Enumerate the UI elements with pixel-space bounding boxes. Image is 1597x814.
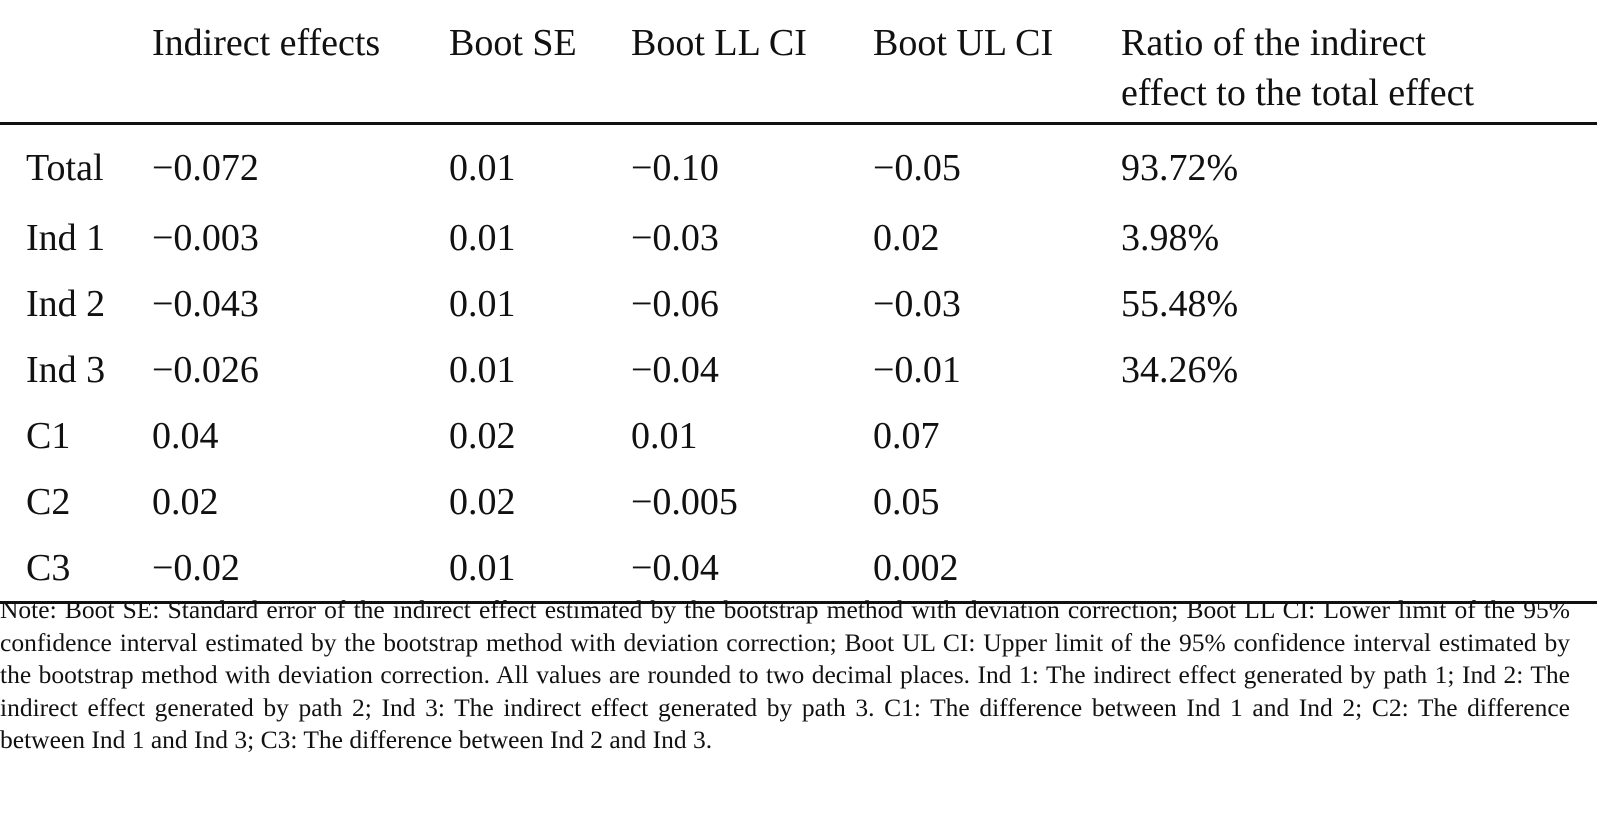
- cell-boot-se: 0.02: [449, 481, 516, 523]
- header-ratio-line-1: Ratio of the indirect: [1121, 22, 1426, 64]
- spacer-cell: [0, 0, 26, 124]
- cell-boot-ll-ci: 0.01: [631, 415, 698, 457]
- spacer-cell: [0, 271, 26, 337]
- header-boot-ul-ci: Boot UL CI: [873, 22, 1054, 64]
- spacer-cell: [0, 535, 26, 603]
- header-boot-ll-ci: Boot LL CI: [631, 22, 807, 64]
- cell-boot-ul-ci: 0.05: [873, 481, 940, 523]
- cell-indirect-effect: 0.04: [152, 415, 219, 457]
- cell-boot-ul-ci: −0.05: [873, 147, 961, 189]
- cell-ratio: 93.72%: [1121, 147, 1239, 189]
- cell-boot-ul-ci: 0.002: [873, 547, 959, 589]
- cell-boot-ul-ci: −0.01: [873, 349, 961, 391]
- table-row: Total −0.072 0.01 −0.10 −0.05 93.72%: [0, 124, 1597, 206]
- spacer-cell: [0, 469, 26, 535]
- header-row: Indirect effects Boot SE Boot LL CI Boot…: [0, 0, 1597, 124]
- cell-indirect-effect: 0.02: [152, 481, 219, 523]
- cell-boot-se: 0.01: [449, 147, 516, 189]
- cell-boot-ul-ci: −0.03: [873, 283, 961, 325]
- table-row: Ind 1 −0.003 0.01 −0.03 0.02 3.98%: [0, 205, 1597, 271]
- table-row: C1 0.04 0.02 0.01 0.07: [0, 403, 1597, 469]
- cell-boot-ul-ci: 0.02: [873, 217, 940, 259]
- header-row-label: [26, 0, 152, 124]
- cell-boot-ll-ci: −0.10: [631, 147, 719, 189]
- cell-row-label: Ind 1: [26, 217, 106, 259]
- cell-ratio: 55.48%: [1121, 283, 1239, 325]
- cell-boot-ll-ci: −0.06: [631, 283, 719, 325]
- spacer-cell: [0, 337, 26, 403]
- table-row: C3 −0.02 0.01 −0.04 0.002: [0, 535, 1597, 603]
- cell-boot-se: 0.01: [449, 547, 516, 589]
- cell-indirect-effect: −0.026: [152, 349, 259, 391]
- table-header: Indirect effects Boot SE Boot LL CI Boot…: [0, 0, 1597, 124]
- cell-boot-ll-ci: −0.005: [631, 481, 738, 523]
- header-indirect-effects: Indirect effects: [152, 22, 381, 64]
- cell-row-label: Ind 2: [26, 283, 106, 325]
- spacer-cell: [0, 124, 26, 206]
- cell-boot-ul-ci: 0.07: [873, 415, 940, 457]
- cell-row-label: Total: [26, 147, 104, 189]
- cell-boot-se: 0.01: [449, 283, 516, 325]
- cell-ratio: [1121, 403, 1597, 469]
- table-note: Note: Boot SE: Standard error of the ind…: [0, 595, 1570, 754]
- cell-boot-se: 0.01: [449, 217, 516, 259]
- cell-boot-ll-ci: −0.04: [631, 547, 719, 589]
- cell-boot-ll-ci: −0.04: [631, 349, 719, 391]
- header-ratio-line-2: effect to the total effect: [1121, 72, 1475, 114]
- cell-row-label: C2: [26, 481, 71, 523]
- cell-boot-se: 0.02: [449, 415, 516, 457]
- cell-row-label: C3: [26, 547, 71, 589]
- cell-indirect-effect: −0.043: [152, 283, 259, 325]
- spacer-cell: [0, 205, 26, 271]
- table-body: Total −0.072 0.01 −0.10 −0.05 93.72% Ind 1 −0.0…: [0, 124, 1597, 603]
- cell-row-label: Ind 3: [26, 349, 106, 391]
- table-row: C2 0.02 0.02 −0.005 0.05: [0, 469, 1597, 535]
- cell-row-label: C1: [26, 415, 71, 457]
- cell-indirect-effect: −0.072: [152, 147, 259, 189]
- cell-boot-se: 0.01: [449, 349, 516, 391]
- table-row: Ind 3 −0.026 0.01 −0.04 −0.01 34.26%: [0, 337, 1597, 403]
- cell-boot-ll-ci: −0.03: [631, 217, 719, 259]
- header-boot-se: Boot SE: [449, 22, 577, 64]
- cell-indirect-effect: −0.02: [152, 547, 240, 589]
- cell-indirect-effect: −0.003: [152, 217, 259, 259]
- header-ratio: Ratio of the indirect effect to the tota…: [1121, 0, 1597, 124]
- cell-ratio: 3.98%: [1121, 217, 1220, 259]
- cell-ratio: [1121, 469, 1597, 535]
- cell-ratio: 34.26%: [1121, 349, 1239, 391]
- table-row: Ind 2 −0.043 0.01 −0.06 −0.03 55.48%: [0, 271, 1597, 337]
- indirect-effects-table: Indirect effects Boot SE Boot LL CI Boot…: [0, 0, 1597, 603]
- spacer-cell: [0, 403, 26, 469]
- cell-ratio: [1121, 535, 1597, 603]
